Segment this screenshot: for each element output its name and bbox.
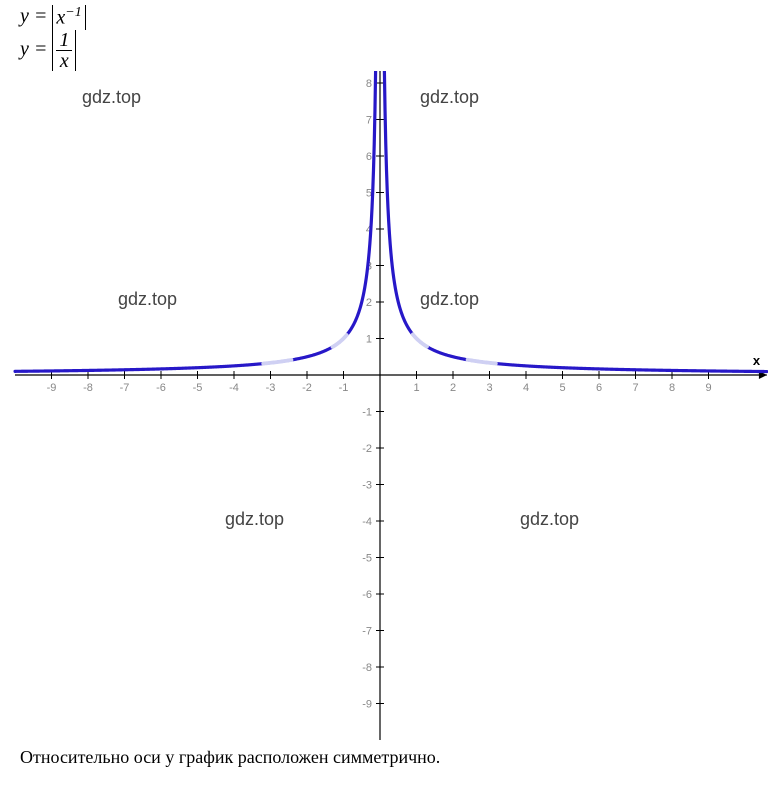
watermark: gdz.top	[82, 87, 141, 108]
watermark: gdz.top	[225, 509, 284, 530]
svg-text:1: 1	[366, 333, 372, 345]
svg-text:6: 6	[366, 151, 372, 163]
svg-text:-5: -5	[362, 552, 372, 564]
watermark: gdz.top	[520, 509, 579, 530]
formula-1: y = x−1	[0, 0, 768, 30]
svg-text:-4: -4	[362, 516, 372, 528]
formula-2-lhs: y =	[20, 38, 52, 60]
svg-text:2: 2	[366, 297, 372, 309]
chart-container: -9 -8 -7 -6 -5 -4 -3 -2 -1 1 2 3 4 5 6 7 8 9 -9 -8 -7 -6 -5 -4 -…	[0, 71, 768, 741]
svg-text:-7: -7	[120, 382, 130, 394]
watermark: gdz.top	[420, 289, 479, 310]
svg-text:-9: -9	[47, 382, 57, 394]
watermark: gdz.top	[420, 87, 479, 108]
svg-text:-7: -7	[362, 625, 372, 637]
svg-text:-4: -4	[229, 382, 239, 394]
formula-2-abs: 1x	[52, 30, 76, 71]
svg-text:4: 4	[523, 382, 529, 394]
svg-text:-8: -8	[83, 382, 93, 394]
formula-1-abs: x−1	[52, 5, 85, 30]
svg-text:9: 9	[705, 382, 711, 394]
svg-text:-6: -6	[156, 382, 166, 394]
svg-text:-2: -2	[302, 382, 312, 394]
svg-text:x: x	[753, 353, 761, 368]
svg-text:-1: -1	[339, 382, 349, 394]
watermark: gdz.top	[118, 289, 177, 310]
svg-text:7: 7	[632, 382, 638, 394]
svg-text:8: 8	[669, 382, 675, 394]
reciprocal-abs-chart: -9 -8 -7 -6 -5 -4 -3 -2 -1 1 2 3 4 5 6 7 8 9 -9 -8 -7 -6 -5 -4 -…	[0, 71, 768, 741]
svg-text:-3: -3	[362, 479, 372, 491]
svg-text:5: 5	[559, 382, 565, 394]
svg-text:-9: -9	[362, 698, 372, 710]
svg-text:-6: -6	[362, 589, 372, 601]
caption-text: Относительно оси y график расположен сим…	[0, 741, 768, 768]
formula-1-lhs: y =	[20, 5, 52, 27]
svg-text:-1: -1	[362, 406, 372, 418]
svg-text:6: 6	[596, 382, 602, 394]
formula-2: y = 1x	[0, 30, 768, 71]
svg-text:-5: -5	[193, 382, 203, 394]
svg-text:-2: -2	[362, 443, 372, 455]
svg-text:-3: -3	[266, 382, 276, 394]
svg-text:7: 7	[366, 114, 372, 126]
svg-text:1: 1	[413, 382, 419, 394]
svg-text:2: 2	[450, 382, 456, 394]
svg-text:3: 3	[486, 382, 492, 394]
svg-text:8: 8	[366, 78, 372, 90]
svg-text:-8: -8	[362, 662, 372, 674]
